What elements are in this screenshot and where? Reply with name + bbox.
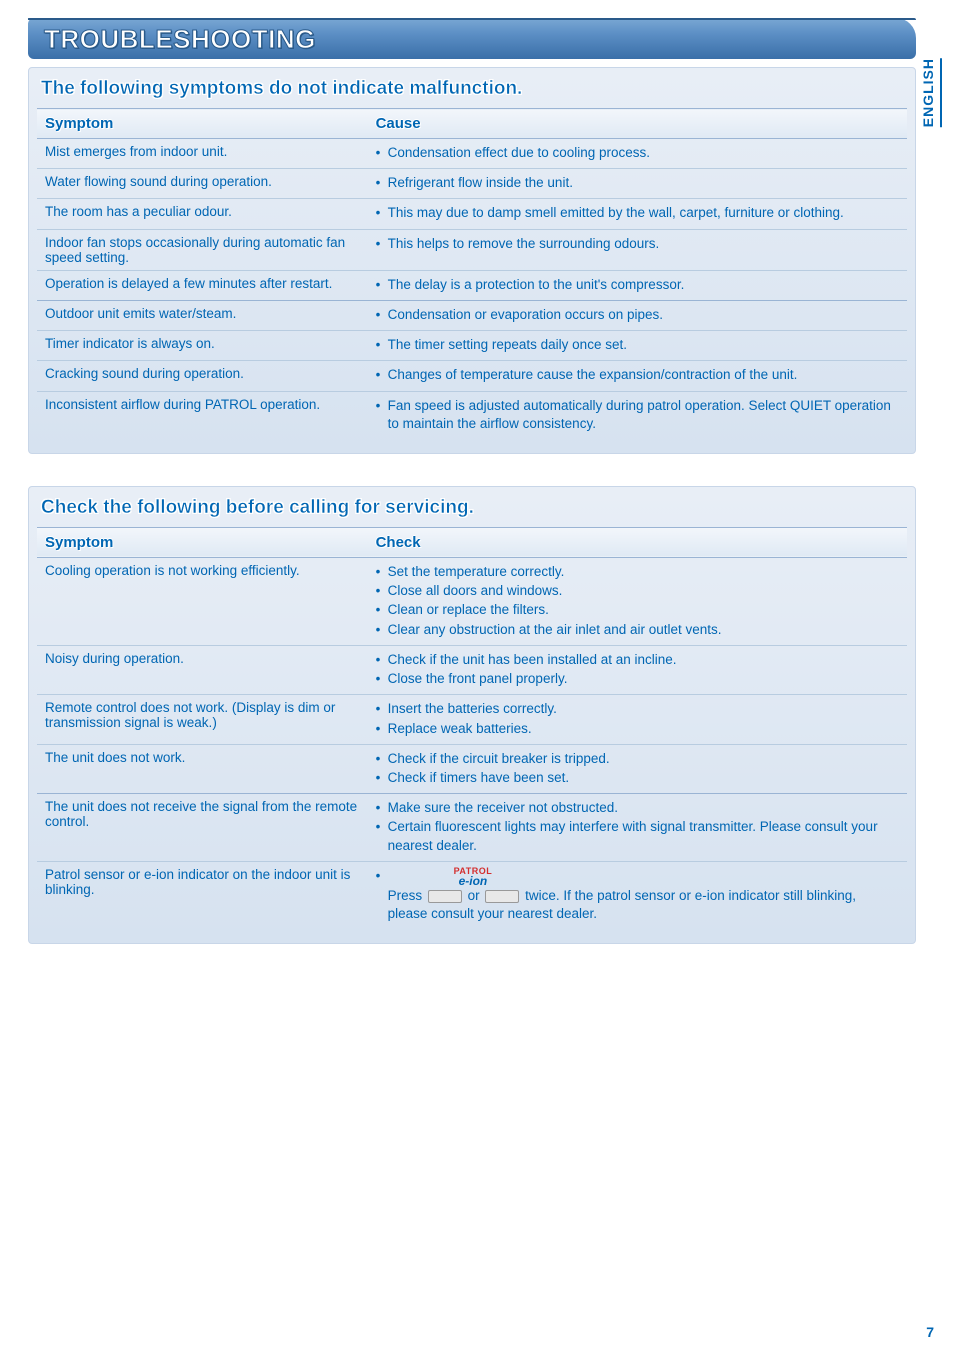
cause-item: Condensation effect due to cooling proce… (376, 144, 899, 162)
table-row: Patrol sensor or e-ion indicator on the … (37, 861, 907, 929)
cell-symptom: Cracking sound during operation. (37, 361, 368, 391)
table-row: Inconsistent airflow during PATROL opera… (37, 391, 907, 439)
table-symptom-check: Symptom Check Cooling operation is not w… (37, 527, 907, 929)
cell-check: Check if the unit has been installed at … (368, 645, 907, 694)
button-icon (485, 890, 519, 903)
cell-cause: The timer setting repeats daily once set… (368, 331, 907, 361)
section1-heading: The following symptoms do not indicate m… (37, 76, 907, 108)
table-row: Operation is delayed a few minutes after… (37, 270, 907, 300)
cell-symptom: Mist emerges from indoor unit. (37, 139, 368, 169)
cell-symptom: Noisy during operation. (37, 645, 368, 694)
cell-cause: This helps to remove the surrounding odo… (368, 229, 907, 270)
check-item: PATROLe-ionPress or twice. If the patrol… (376, 867, 899, 923)
page-title-bar: TROUBLESHOOTING (28, 18, 916, 59)
cause-item: Refrigerant flow inside the unit. (376, 174, 899, 192)
section2-heading: Check the following before calling for s… (37, 495, 907, 527)
language-tab: ENGLISH (920, 58, 942, 127)
label-eion: e-ion (454, 875, 493, 887)
check-item: Check if the unit has been installed at … (376, 651, 899, 669)
section-before-servicing: Check the following before calling for s… (28, 486, 916, 944)
cell-check: Insert the batteries correctly. Replace w… (368, 695, 907, 744)
cell-check: Check if the circuit breaker is tripped.… (368, 744, 907, 793)
cell-symptom: Indoor fan stops occasionally during aut… (37, 229, 368, 270)
cell-cause: The delay is a protection to the unit's … (368, 270, 907, 300)
check-item: Check if timers have been set. (376, 769, 899, 787)
cell-symptom: Water flowing sound during operation. (37, 169, 368, 199)
table-row: The unit does not work.Check if the circ… (37, 744, 907, 793)
cause-item: Fan speed is adjusted automatically duri… (376, 397, 899, 433)
check-item: Clear any obstruction at the air inlet a… (376, 621, 899, 639)
table-row: Noisy during operation. Check if the unit… (37, 645, 907, 694)
table-row: Timer indicator is always on. The timer s… (37, 331, 907, 361)
cause-item: This may due to damp smell emitted by th… (376, 204, 899, 222)
table-row: Cooling operation is not working efficie… (37, 557, 907, 645)
table-row: Remote control does not work. (Display i… (37, 695, 907, 744)
cell-symptom: Cooling operation is not working efficie… (37, 557, 368, 645)
check-item: Close all doors and windows. (376, 582, 899, 600)
check-item: Replace weak batteries. (376, 720, 899, 738)
cell-symptom: Operation is delayed a few minutes after… (37, 270, 368, 300)
button-icon (428, 890, 462, 903)
cell-symptom: Inconsistent airflow during PATROL opera… (37, 391, 368, 439)
table-row: Indoor fan stops occasionally during aut… (37, 229, 907, 270)
table-row: The unit does not receive the signal fro… (37, 794, 907, 862)
table-row: Mist emerges from indoor unit. Condensati… (37, 139, 907, 169)
table-symptom-cause: Symptom Cause Mist emerges from indoor u… (37, 108, 907, 439)
cell-cause: Refrigerant flow inside the unit. (368, 169, 907, 199)
cell-check: Set the temperature correctly.Close all … (368, 557, 907, 645)
cause-item: The delay is a protection to the unit's … (376, 276, 899, 294)
cause-item: The timer setting repeats daily once set… (376, 336, 899, 354)
cell-cause: Changes of temperature cause the expansi… (368, 361, 907, 391)
check-item: Make sure the receiver not obstructed. (376, 799, 899, 817)
table-row: Outdoor unit emits water/steam. Condensat… (37, 300, 907, 330)
th-symptom2: Symptom (37, 527, 368, 557)
cell-symptom: Timer indicator is always on. (37, 331, 368, 361)
cause-item: This helps to remove the surrounding odo… (376, 235, 899, 253)
page-number: 7 (926, 1324, 934, 1340)
cell-symptom: Remote control does not work. (Display i… (37, 695, 368, 744)
check-item: Set the temperature correctly. (376, 563, 899, 581)
table-row: The room has a peculiar odour. This may d… (37, 199, 907, 229)
cell-symptom: Patrol sensor or e-ion indicator on the … (37, 861, 368, 929)
check-item: Close the front panel properly. (376, 670, 899, 688)
th-symptom: Symptom (37, 109, 368, 139)
cell-symptom: The unit does not receive the signal fro… (37, 794, 368, 862)
table-row: Water flowing sound during operation. Ref… (37, 169, 907, 199)
cause-item: Condensation or evaporation occurs on pi… (376, 306, 899, 324)
th-cause: Cause (368, 109, 907, 139)
page-title: TROUBLESHOOTING (44, 24, 900, 55)
cell-cause: This may due to damp smell emitted by th… (368, 199, 907, 229)
check-item: Certain fluorescent lights may interfere… (376, 818, 899, 854)
cell-symptom: Outdoor unit emits water/steam. (37, 300, 368, 330)
cell-cause: Condensation effect due to cooling proce… (368, 139, 907, 169)
section-no-malfunction: The following symptoms do not indicate m… (28, 67, 916, 454)
check-item: Check if the circuit breaker is tripped. (376, 750, 899, 768)
cell-symptom: The unit does not work. (37, 744, 368, 793)
button-labels: PATROLe-ion (454, 867, 493, 887)
cell-check: Make sure the receiver not obstructed.Ce… (368, 794, 907, 862)
cell-check: PATROLe-ionPress or twice. If the patrol… (368, 861, 907, 929)
cell-symptom: The room has a peculiar odour. (37, 199, 368, 229)
cell-cause: Fan speed is adjusted automatically duri… (368, 391, 907, 439)
th-check: Check (368, 527, 907, 557)
cell-cause: Condensation or evaporation occurs on pi… (368, 300, 907, 330)
cause-item: Changes of temperature cause the expansi… (376, 366, 899, 384)
check-item: Insert the batteries correctly. (376, 700, 899, 718)
check-item: Clean or replace the filters. (376, 601, 899, 619)
table-row: Cracking sound during operation. Changes … (37, 361, 907, 391)
